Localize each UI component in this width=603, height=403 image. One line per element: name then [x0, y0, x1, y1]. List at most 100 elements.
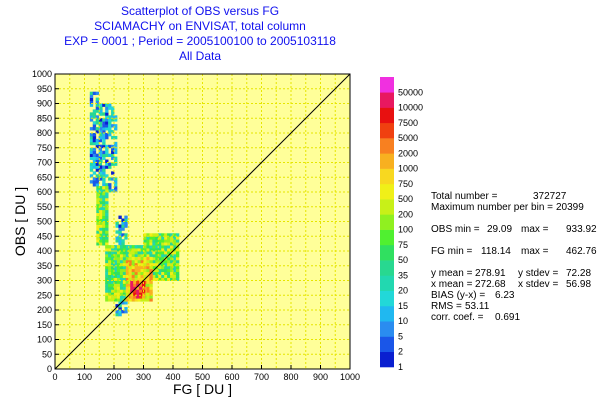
- density-cell: [95, 118, 100, 122]
- density-cell: [122, 245, 127, 249]
- stat-fg-max-label: max =: [521, 246, 549, 257]
- density-cell: [173, 265, 177, 270]
- density-cell: [114, 144, 118, 149]
- density-cell: [96, 203, 100, 208]
- density-cell: [114, 271, 118, 275]
- density-cell: [124, 236, 128, 240]
- density-cell: [99, 118, 103, 122]
- density-cell: [105, 144, 109, 149]
- density-cell: [114, 115, 118, 119]
- density-cell: [114, 286, 118, 290]
- density-cell: [95, 141, 100, 146]
- density-cell: [108, 162, 112, 166]
- density-cell: [146, 248, 150, 252]
- colorbar-label: 35: [398, 270, 408, 280]
- density-cell: [158, 239, 162, 243]
- density-cell: [122, 256, 127, 261]
- density-cell: [99, 209, 103, 214]
- density-cell: [130, 280, 134, 284]
- density-cell: [164, 277, 168, 281]
- density-cell: [125, 289, 130, 293]
- density-cell: [143, 248, 147, 252]
- density-cell: [116, 280, 121, 284]
- colorbar-label: 15: [398, 301, 408, 311]
- density-cell: [108, 295, 112, 299]
- density-cell: [102, 153, 106, 157]
- stat-corr-value: 0.691: [495, 312, 521, 323]
- density-cell: [108, 115, 112, 119]
- density-cell: [105, 233, 109, 237]
- colorbar-label: 2000: [398, 148, 418, 158]
- density-cell: [155, 277, 159, 281]
- density-cell: [96, 186, 100, 190]
- density-cell: [140, 277, 144, 281]
- density-cell: [158, 277, 162, 281]
- density-cell: [102, 212, 106, 216]
- y-tick-label: 200: [37, 305, 52, 315]
- colorbar-swatch: [380, 138, 394, 154]
- density-cell: [89, 133, 94, 137]
- y-tick-label: 250: [37, 290, 52, 300]
- density-cell: [130, 283, 134, 287]
- stat-bias-label: BIAS (y-x) =: [431, 290, 486, 301]
- density-cell: [164, 271, 168, 275]
- stat-maxbin-label: Maximum number per bin =: [431, 202, 553, 213]
- density-cell: [111, 295, 115, 299]
- density-cell: [105, 118, 109, 122]
- density-cell: [128, 248, 133, 252]
- density-cell: [164, 233, 168, 237]
- density-cell: [108, 289, 112, 293]
- colorbar-label: 50000: [398, 87, 423, 97]
- density-cell: [122, 259, 127, 264]
- density-cell: [99, 194, 103, 199]
- density-cell: [105, 121, 109, 125]
- statistics-panel: Total number = 372727 Maximum number per …: [431, 191, 599, 323]
- density-cell: [152, 251, 156, 255]
- density-cell: [111, 109, 115, 113]
- density-cell: [92, 171, 97, 175]
- density-cell: [116, 248, 121, 252]
- y-tick-label: 900: [37, 99, 52, 109]
- density-cell: [155, 253, 159, 258]
- stat-xmean-value: 272.68: [475, 279, 506, 290]
- density-cell: [102, 239, 106, 243]
- density-cell: [89, 118, 94, 122]
- density-cell: [161, 277, 165, 281]
- density-cell: [125, 253, 130, 258]
- density-cell: [152, 245, 156, 249]
- density-cell: [116, 286, 121, 290]
- density-cell: [149, 256, 153, 261]
- density-cell: [125, 280, 130, 284]
- density-cell: [115, 239, 119, 243]
- density-cell: [105, 227, 109, 231]
- y-tick-label: 300: [37, 276, 52, 286]
- density-cell: [161, 236, 165, 240]
- density-cell: [102, 171, 106, 175]
- density-cell: [89, 115, 94, 119]
- density-cell: [114, 150, 118, 155]
- density-cell: [111, 147, 115, 152]
- x-tick-label: 400: [165, 372, 180, 382]
- density-cell: [143, 245, 147, 249]
- density-cell: [137, 274, 141, 278]
- density-cell: [115, 224, 119, 228]
- density-cell: [121, 239, 125, 243]
- density-cell: [122, 265, 127, 270]
- density-cell: [146, 283, 150, 287]
- density-cell: [92, 141, 97, 146]
- density-cell: [108, 256, 112, 261]
- density-cell: [98, 162, 103, 166]
- density-cell: [99, 171, 103, 175]
- density-cell: [125, 256, 130, 261]
- density-cell: [111, 271, 115, 275]
- density-cell: [95, 183, 100, 187]
- diagonal-line: [54, 73, 351, 370]
- density-cell: [146, 256, 150, 261]
- density-cell: [96, 236, 100, 240]
- density-cell: [149, 233, 153, 237]
- density-cell: [95, 180, 100, 184]
- density-cell: [111, 259, 115, 264]
- density-cell: [158, 271, 162, 275]
- density-cell: [95, 144, 100, 149]
- grid-lines: [54, 73, 351, 370]
